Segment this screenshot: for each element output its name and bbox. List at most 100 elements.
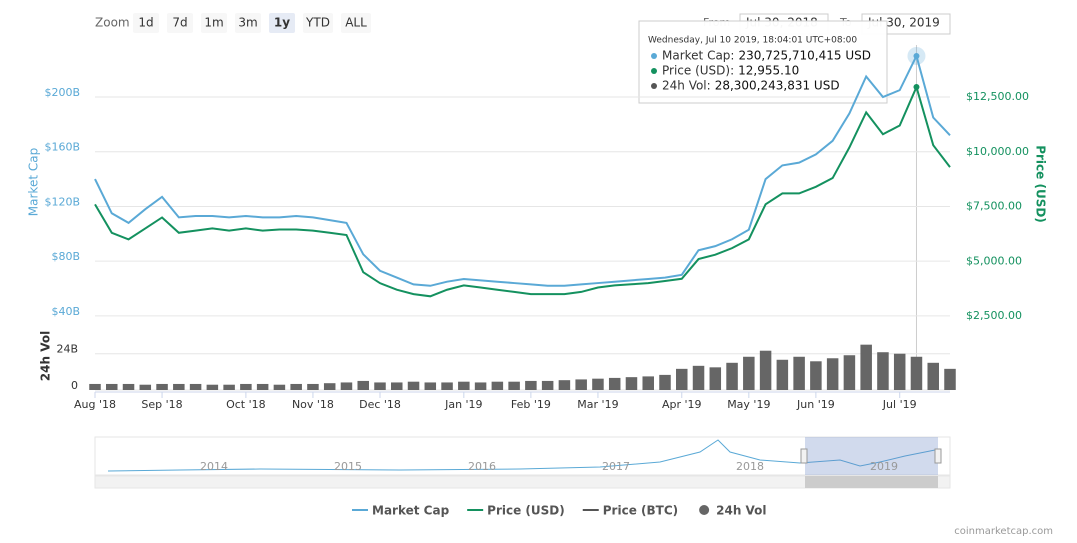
volume-bar: [374, 382, 386, 390]
navigator-year: 2016: [468, 460, 496, 473]
scrollbar[interactable]: [94, 475, 951, 489]
scrollbar-thumb[interactable]: [805, 476, 938, 488]
volume-bar: [273, 384, 286, 390]
tooltip-value: 12,955.10: [738, 64, 799, 78]
zoom-label: Zoom: [95, 16, 130, 30]
y2-tick-label: $12,500.00: [966, 90, 1029, 103]
series-line: [94, 84, 951, 298]
volume-bar: [525, 380, 537, 390]
navigator-line: [107, 439, 936, 472]
navigator-year: 2017: [602, 460, 630, 473]
volume-bar: [843, 355, 856, 390]
volume-bar: [407, 381, 420, 390]
zoom-button-label: ALL: [345, 16, 367, 30]
navigator-year: 2015: [334, 460, 362, 473]
y-tick-label: $120B: [44, 195, 80, 208]
x-tick-label: Nov '18: [292, 398, 334, 411]
volume-bar: [508, 381, 520, 390]
volume-bar: [944, 368, 956, 390]
volume-bar: [608, 377, 621, 390]
volume-bar: [424, 382, 437, 390]
volume-bar: [793, 356, 805, 390]
legend-label[interactable]: Market Cap: [372, 504, 450, 518]
zoom-button[interactable]: [167, 13, 193, 33]
volume-bar: [860, 344, 872, 390]
y-tick-label: $160B: [44, 141, 80, 154]
volume-bar: [659, 374, 671, 390]
volume-bar: [223, 384, 235, 390]
y2-tick-label: $10,000.00: [966, 145, 1029, 158]
zoom-button[interactable]: [269, 13, 295, 33]
zoom-button-label: 7d: [172, 16, 187, 30]
x-tick-label: Dec '18: [359, 398, 401, 411]
navigator-handle[interactable]: [934, 448, 942, 464]
legend-label[interactable]: Price (USD): [487, 504, 565, 518]
y-tick-label: $80B: [51, 250, 80, 263]
volume-bar: [927, 362, 939, 390]
volume-bar: [89, 383, 101, 390]
volume-bar: [558, 380, 571, 390]
zoom-button[interactable]: [133, 13, 159, 33]
navigator-year: 2014: [200, 460, 228, 473]
navigator-mask: [805, 437, 938, 475]
volume-bar: [391, 382, 403, 390]
y2-tick-label: $5,000.00: [966, 254, 1022, 267]
volume-bar: [541, 380, 554, 390]
volume-bar: [122, 383, 135, 390]
volume-bar: [441, 382, 453, 390]
volume-bar: [893, 353, 906, 390]
x-tick-label: Apr '19: [662, 398, 702, 411]
volume-bar: [592, 378, 604, 390]
volume-bar: [173, 383, 185, 390]
legend-label[interactable]: Price (BTC): [603, 504, 678, 518]
volume-bar: [625, 377, 638, 390]
zoom-button[interactable]: [341, 13, 371, 33]
tooltip-dot: [651, 83, 657, 89]
volume-bar: [709, 367, 722, 390]
x-tick-label: Jan '19: [444, 398, 482, 411]
volume-bar: [206, 384, 219, 390]
volume-bar: [357, 380, 369, 390]
volume-bar: [743, 356, 755, 390]
y2-axis-title: Price (USD): [1034, 145, 1048, 223]
volume-bar: [692, 365, 705, 390]
volume-bar: [474, 382, 487, 390]
zoom-button[interactable]: [303, 13, 333, 33]
navigator[interactable]: [94, 436, 951, 489]
navigator-handle[interactable]: [800, 448, 808, 464]
volume-bar: [139, 384, 152, 390]
legend-label[interactable]: 24h Vol: [716, 504, 766, 518]
tooltip-box: [638, 20, 888, 104]
tooltip-value: 230,725,710,415 USD: [738, 49, 871, 63]
tooltip-dot: [651, 68, 657, 74]
tooltip-label: Market Cap:: [662, 49, 734, 63]
volume-bar: [290, 383, 302, 390]
legend-symbol: [699, 505, 710, 515]
volume-bar: [776, 359, 789, 390]
tooltip-date: Wednesday, Jul 10 2019, 18:04:01 UTC+08:…: [648, 36, 857, 46]
zoom-button-label: 1m: [204, 16, 223, 30]
credit: coinmarketcap.com: [954, 526, 1053, 537]
volume-bar: [189, 383, 202, 390]
x-tick-label: Aug '18: [74, 398, 116, 411]
navigator-year: 2019: [870, 460, 898, 473]
zoom-button[interactable]: [201, 13, 227, 33]
volume-bar: [877, 352, 889, 390]
y-tick-label: 24B: [56, 343, 78, 356]
tooltip-label: 24h Vol:: [662, 79, 711, 93]
zoom-button[interactable]: [235, 13, 261, 33]
volume-bar: [910, 356, 923, 390]
x-tick-label: Feb '19: [511, 398, 551, 411]
tooltip-value: 28,300,243,831 USD: [715, 79, 840, 93]
navigator-year: 2018: [736, 460, 764, 473]
y2-tick-label: $2,500.00: [966, 309, 1022, 322]
x-tick-label: May '19: [727, 398, 770, 411]
volume-bar: [726, 362, 738, 390]
volume-bar: [642, 376, 654, 390]
vol-axis-title: 24h Vol: [39, 331, 53, 381]
volume-bar: [575, 379, 587, 390]
x-tick-label: Jun '19: [796, 398, 835, 411]
volume-bar: [491, 381, 504, 390]
volume-bar: [256, 383, 269, 390]
